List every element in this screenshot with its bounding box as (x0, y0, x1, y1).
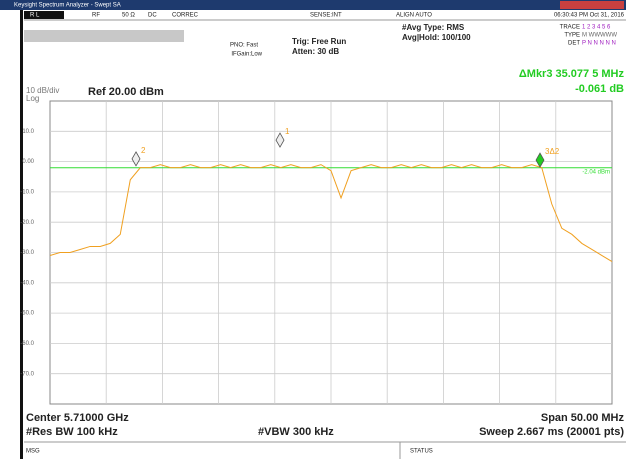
span: Span 50.00 MHz (541, 412, 625, 424)
marker (535, 152, 545, 168)
center-freq: Center 5.71000 GHz (26, 412, 129, 424)
marker-readout-value: -0.061 dB (575, 83, 624, 95)
status-align: ALIGN AUTO (396, 13, 432, 19)
marker (275, 132, 285, 148)
marker-readout-label: ΔMkr3 35.077 5 MHz (519, 68, 625, 80)
msg: MSG (26, 449, 40, 455)
atten: Atten: 30 dB (292, 47, 339, 56)
marker-label: 1 (285, 127, 290, 136)
y-tick-label: -10.0 (20, 189, 34, 195)
y-tick-label: 10.0 (22, 129, 34, 135)
status-rl: R L (30, 13, 40, 19)
trace-numbers: 1 2 3 4 5 6 (582, 25, 611, 31)
scale-label: 10 dB/div (26, 86, 59, 95)
pno: PNO: Fast (230, 43, 258, 49)
res-bw: #Res BW 100 kHz (26, 426, 118, 438)
status-rf: RF (92, 13, 100, 19)
status-correc: CORREC (172, 13, 199, 19)
window-controls[interactable] (560, 1, 624, 9)
status-sense: SENSE:INT (310, 13, 342, 19)
vbw: #VBW 300 kHz (258, 426, 334, 438)
ref-level: Ref 20.00 dBm (88, 86, 164, 98)
marker-label: 2 (141, 146, 146, 155)
status-impedance: 50 Ω (122, 13, 135, 19)
avg-hold: Avg|Hold: 100/100 (402, 33, 471, 42)
ifgain: IFGain:Low (231, 52, 262, 58)
rl-box (24, 11, 64, 19)
trace-label: TRACE (560, 25, 580, 31)
y-tick-label: -40.0 (20, 280, 34, 286)
type-label: TYPE (564, 33, 580, 39)
det-values: P N N N N N (582, 41, 616, 47)
y-tick-label: -60.0 (20, 341, 34, 347)
y-tick-label: -20.0 (20, 220, 34, 226)
display-line-label: -2.04 dBm (582, 169, 610, 175)
type-values: M WWWWW (582, 33, 617, 39)
y-tick-label: 0.00 (22, 159, 34, 165)
marker-label: 3Δ2 (545, 147, 560, 156)
status-time: 06:30:43 PM Oct 31, 2016 (554, 13, 625, 19)
title-bar (0, 0, 626, 10)
y-tick-label: -30.0 (20, 250, 34, 256)
marker (131, 151, 141, 167)
status-coupling: DC (148, 13, 157, 19)
scale-type: Log (26, 94, 39, 103)
y-tick-label: -70.0 (20, 371, 34, 377)
avg-type: #Avg Type: RMS (402, 23, 465, 32)
left-margin (0, 10, 22, 459)
sweep: Sweep 2.667 ms (20001 pts) (479, 426, 624, 438)
left-border (20, 10, 23, 459)
status: STATUS (410, 449, 433, 455)
window-title: Keysight Spectrum Analyzer - Swept SA (14, 3, 121, 9)
trig: Trig: Free Run (292, 37, 346, 46)
det-label: DET (568, 41, 580, 47)
softkey-bar (24, 30, 184, 42)
y-tick-label: -50.0 (20, 311, 34, 317)
trace (49, 164, 613, 263)
